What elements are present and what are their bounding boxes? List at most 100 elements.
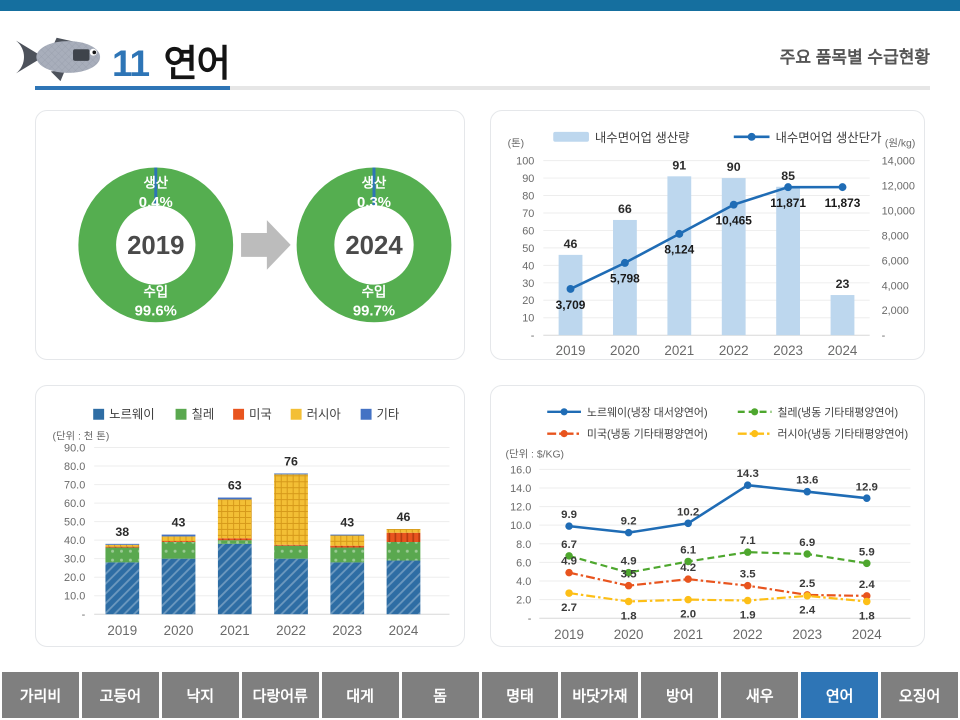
svg-text:23: 23 [836, 277, 850, 291]
page-title: 연어 [163, 43, 231, 84]
panel-inland-production: - 10 20 30 40 50 60 70 80 90 100 - 2,000 4,000 6,000 8,… [490, 110, 925, 360]
svg-text:2024: 2024 [852, 627, 882, 642]
svg-text:43: 43 [172, 516, 186, 530]
svg-text:2.7: 2.7 [561, 602, 577, 614]
svg-text:14.0: 14.0 [510, 483, 531, 495]
svg-text:미국: 미국 [249, 408, 272, 422]
svg-text:2023: 2023 [773, 343, 803, 358]
tab-item-7[interactable]: 명태 [481, 672, 559, 718]
svg-text:2020: 2020 [164, 623, 194, 638]
svg-text:20.0: 20.0 [64, 572, 85, 584]
tab-item-9[interactable]: 방어 [641, 672, 719, 718]
svg-text:8.0: 8.0 [516, 539, 531, 551]
svg-text:40: 40 [522, 260, 534, 272]
svg-text:11,871: 11,871 [770, 196, 806, 210]
svg-text:2020: 2020 [610, 343, 640, 358]
tab-item-2[interactable]: 고등어 [81, 672, 159, 718]
svg-text:미국(냉동 기타태평양연어): 미국(냉동 기타태평양연어) [587, 428, 708, 441]
tab-item-3[interactable]: 낙지 [161, 672, 239, 718]
svg-text:38: 38 [115, 525, 129, 539]
svg-text:1.8: 1.8 [859, 610, 875, 622]
price-legend: 노르웨이(냉장 대서양연어) 칠레(냉동 기타태평양연어) 미국(냉동 기타태평양연… [547, 406, 908, 441]
svg-text:1.9: 1.9 [740, 609, 756, 621]
stacked-bar-2020: 43 2020 [161, 516, 196, 638]
svg-text:85: 85 [781, 169, 795, 183]
stacked-chart-svg: 10.0 20.0 30.0 40.0 50.0 60.0 70.0 80.0 90.0 - 38 2… [53, 408, 450, 638]
tab-item-1[interactable]: 가리비 [2, 672, 79, 718]
svg-text:칠레(냉동 기타태평양연어): 칠레(냉동 기타태평양연어) [777, 406, 898, 419]
svg-text:8,124: 8,124 [664, 243, 694, 257]
tab-item-11[interactable]: 연어 [801, 672, 879, 718]
tab-item-4[interactable]: 다랑어류 [241, 672, 319, 718]
svg-text:(단위 : 천 톤): (단위 : 천 톤) [53, 430, 110, 443]
svg-text:(원/kg): (원/kg) [885, 138, 915, 150]
svg-text:16.0: 16.0 [510, 464, 531, 476]
svg-text:2,000: 2,000 [882, 305, 909, 317]
svg-text:90: 90 [522, 173, 534, 185]
svg-text:14,000: 14,000 [882, 156, 915, 168]
item-number: 11 [112, 43, 150, 84]
svg-text:2019: 2019 [556, 343, 586, 358]
donut-2024: 생산 0.3% 2024 수입 99.7% [296, 167, 452, 323]
panel-imports-by-country: 10.0 20.0 30.0 40.0 50.0 60.0 70.0 80.0 90.0 - 38 2… [35, 385, 465, 647]
svg-text:66: 66 [618, 202, 632, 216]
fish-icon [14, 29, 106, 85]
tab-item-5[interactable]: 대게 [321, 672, 399, 718]
svg-text:60.0: 60.0 [64, 498, 85, 510]
price-chart-svg: 2.0 4.0 6.0 8.0 10.0 12.0 14.0 16.0 - 2019 2020 202… [506, 406, 911, 642]
production-bars: 46 66 91 90 85 23 [558, 158, 855, 336]
header-divider [35, 86, 930, 90]
svg-text:내수면어업 생산단가: 내수면어업 생산단가 [775, 131, 881, 145]
svg-text:러시아: 러시아 [307, 408, 342, 422]
page-title-row: 11 연어 [112, 33, 231, 87]
svg-text:수입: 수입 [143, 285, 168, 300]
svg-text:99.6%: 99.6% [135, 303, 177, 319]
tab-item-8[interactable]: 바닷가재 [561, 672, 639, 718]
svg-text:2.4: 2.4 [859, 579, 876, 591]
svg-text:10,000: 10,000 [882, 205, 915, 217]
header-divider-accent [35, 86, 230, 90]
svg-text:8,000: 8,000 [882, 230, 909, 242]
svg-text:2.0: 2.0 [516, 595, 531, 607]
svg-text:99.7%: 99.7% [353, 303, 395, 319]
svg-text:내수면어업 생산량: 내수면어업 생산량 [595, 131, 690, 145]
svg-text:-: - [882, 330, 886, 342]
svg-text:30.0: 30.0 [64, 554, 85, 566]
svg-text:9.9: 9.9 [561, 509, 577, 521]
svg-text:2.0: 2.0 [680, 608, 696, 620]
svg-text:1.8: 1.8 [621, 610, 637, 622]
tab-item-6[interactable]: 돔 [401, 672, 479, 718]
tab-item-10[interactable]: 새우 [721, 672, 799, 718]
svg-text:30: 30 [522, 278, 534, 290]
stacked-bar-2021: 63 2021 [217, 479, 252, 638]
svg-text:3.5: 3.5 [740, 569, 757, 581]
tab-item-12[interactable]: 오징어 [881, 672, 959, 718]
svg-text:2019: 2019 [554, 627, 584, 642]
svg-text:10.0: 10.0 [64, 591, 85, 603]
svg-text:2023: 2023 [332, 623, 362, 638]
svg-text:2019: 2019 [107, 623, 137, 638]
svg-text:생산: 생산 [143, 174, 168, 190]
import-price-line-chart: 2.0 4.0 6.0 8.0 10.0 12.0 14.0 16.0 - 2019 2020 202… [491, 386, 924, 646]
svg-text:70: 70 [522, 208, 534, 220]
svg-text:4.9: 4.9 [621, 556, 637, 568]
svg-text:70.0: 70.0 [64, 480, 85, 492]
donut-chart-svg: 생산 0.4% 2019 수입 99.6% 생산 0.3% 2024 수입 99.7% [78, 167, 452, 323]
svg-text:러시아(냉동 기타태평양연어): 러시아(냉동 기타태평양연어) [777, 428, 908, 441]
svg-text:2020: 2020 [614, 627, 644, 642]
svg-text:100: 100 [516, 156, 534, 168]
svg-text:2.5: 2.5 [799, 578, 816, 590]
svg-text:90: 90 [727, 160, 741, 174]
svg-text:13.6: 13.6 [796, 475, 818, 487]
svg-text:2022: 2022 [719, 343, 749, 358]
svg-text:43: 43 [340, 516, 354, 530]
svg-text:2022: 2022 [733, 627, 763, 642]
svg-text:50.0: 50.0 [64, 517, 85, 529]
svg-text:-: - [531, 330, 535, 342]
svg-text:12.9: 12.9 [856, 481, 878, 493]
svg-text:11,873: 11,873 [825, 196, 861, 210]
svg-text:12,000: 12,000 [882, 181, 915, 193]
svg-text:40.0: 40.0 [64, 535, 85, 547]
svg-text:2021: 2021 [673, 627, 703, 642]
